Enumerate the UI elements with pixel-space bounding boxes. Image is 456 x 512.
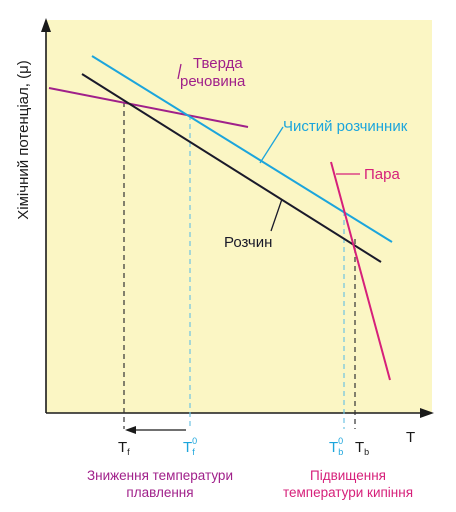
y-axis-label: Хімічний потенціал, (μ) bbox=[15, 60, 32, 219]
solid-label-line1: Тверда bbox=[193, 55, 243, 72]
pure-solvent-curve bbox=[91, 55, 393, 243]
depression-arrowhead-icon bbox=[125, 426, 136, 434]
x-axis-label: T bbox=[406, 429, 415, 446]
solution-label: Розчин bbox=[224, 234, 272, 251]
solid-curve bbox=[48, 87, 249, 128]
x-axis-arrow-icon bbox=[420, 408, 434, 418]
pure-solvent-label: Чистий розчинник bbox=[283, 118, 408, 135]
boiling-elevation-line1: Підвищення bbox=[310, 468, 386, 483]
solution-leader bbox=[270, 198, 283, 232]
solution-curve bbox=[81, 73, 382, 263]
freezing-depression-line2: плавлення bbox=[126, 485, 193, 500]
vapor-curve bbox=[330, 161, 391, 381]
tick-tb0: T0 b bbox=[329, 436, 343, 457]
vapor-label: Пара bbox=[364, 166, 400, 183]
boiling-elevation-line2: температури кипіння bbox=[283, 485, 413, 500]
plot-background bbox=[46, 20, 432, 413]
solid-label-line2: речовина bbox=[180, 73, 246, 90]
tick-tb: Tb bbox=[355, 439, 369, 457]
y-axis-arrow-icon bbox=[41, 18, 51, 32]
tick-tf0: T0 f bbox=[183, 436, 197, 457]
solid-leader bbox=[177, 63, 182, 80]
pure-solvent-leader bbox=[259, 126, 284, 164]
tick-tf: Tf bbox=[118, 439, 130, 457]
freezing-depression-line1: Зниження температури bbox=[87, 468, 233, 483]
